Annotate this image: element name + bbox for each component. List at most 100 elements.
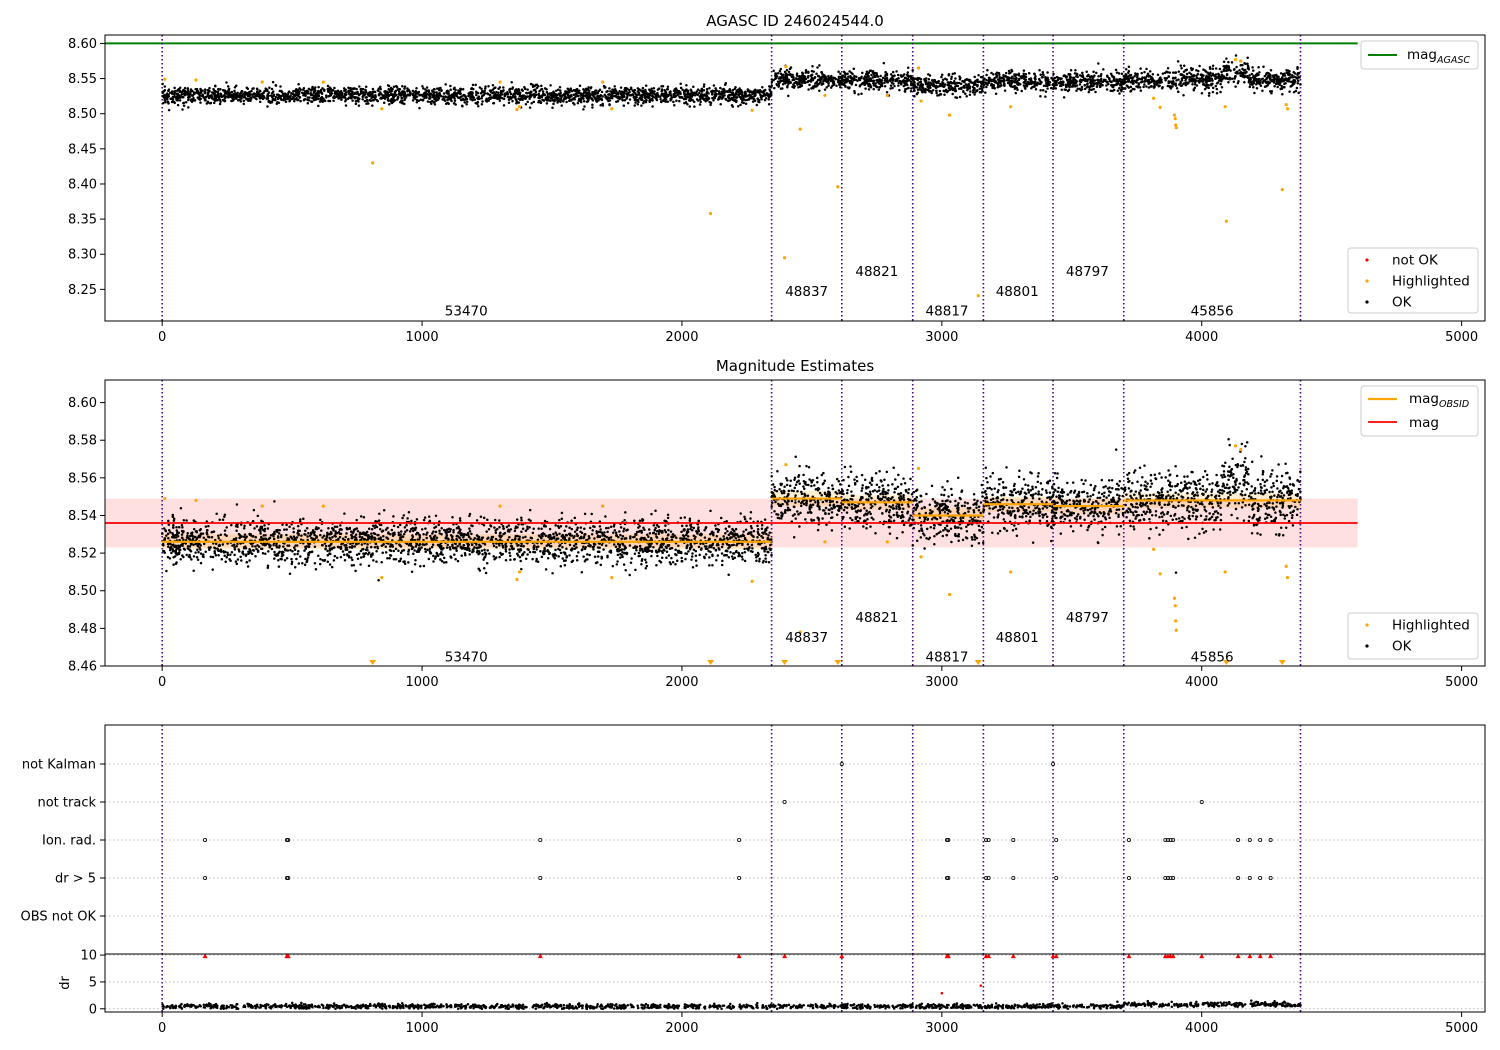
agasc-ok-point xyxy=(1297,91,1300,95)
agasc-ok-point xyxy=(773,86,776,90)
agasc-legend-marker xyxy=(1365,258,1369,262)
agasc-ok-point xyxy=(1145,67,1148,71)
agasc-ok-point xyxy=(183,86,187,90)
agasc-ok-point xyxy=(774,77,777,81)
agasc-ok-point xyxy=(816,66,819,69)
agasc-ok-point xyxy=(1171,77,1175,80)
agasc-ok-point xyxy=(760,95,763,98)
agasc-ok-point xyxy=(947,83,951,87)
agasc-ok-point xyxy=(264,87,267,90)
agasc-ok-point xyxy=(557,96,560,100)
agasc-ok-point xyxy=(450,99,453,103)
agasc-ok-point xyxy=(377,93,381,96)
agasc-ok-point xyxy=(1248,85,1252,89)
agasc-ok-point xyxy=(601,102,604,106)
agasc-highlighted-point xyxy=(1172,113,1177,117)
agasc-ok-point xyxy=(973,75,976,79)
agasc-ok-point xyxy=(726,89,729,93)
agasc-ok-point xyxy=(220,95,224,99)
magest-ok-point xyxy=(211,568,214,571)
agasc-ok-point xyxy=(442,92,446,95)
agasc-ok-point xyxy=(1024,75,1028,79)
agasc-ok-point xyxy=(1178,83,1181,86)
agasc-ok-point xyxy=(267,94,270,98)
agasc-ok-point xyxy=(721,94,724,97)
agasc-ok-point xyxy=(910,87,913,90)
agasc-ok-point xyxy=(977,73,980,77)
agasc-ok-point xyxy=(1227,60,1230,64)
agasc-ok-point xyxy=(776,72,780,75)
magest-ok-point xyxy=(424,527,427,530)
agasc-ok-point xyxy=(739,103,742,107)
agasc-ok-point xyxy=(163,85,167,88)
agasc-ok-point xyxy=(899,74,903,77)
agasc-ok-point xyxy=(354,102,358,106)
agasc-ok-point xyxy=(613,85,616,88)
magest-ok-point xyxy=(694,559,698,562)
agasc-ok-point xyxy=(748,93,751,97)
agasc-ok-point xyxy=(992,73,995,76)
agasc-ok-point xyxy=(1085,70,1088,74)
agasc-ok-point xyxy=(435,99,438,102)
agasc-ok-point xyxy=(636,99,639,102)
agasc-ok-point xyxy=(1038,69,1041,72)
agasc-ok-point xyxy=(793,81,796,85)
agasc-ok-point xyxy=(1163,71,1167,75)
agasc-ok-point xyxy=(256,88,259,91)
agasc-ok-point xyxy=(197,97,201,101)
agasc-ok-point xyxy=(402,95,406,98)
agasc-ok-point xyxy=(333,86,336,90)
agasc-ok-point xyxy=(608,87,611,90)
agasc-ok-point xyxy=(325,96,328,99)
agasc-ok-point xyxy=(611,88,614,91)
agasc-ok-point xyxy=(1072,80,1075,84)
agasc-ok-point xyxy=(964,83,968,86)
agasc-ok-point xyxy=(350,90,354,94)
agasc-ok-point xyxy=(625,97,628,100)
agasc-ok-point xyxy=(424,91,428,95)
agasc-ok-point xyxy=(938,89,942,93)
agasc-highlighted-point xyxy=(836,185,840,189)
agasc-ok-point xyxy=(319,97,323,100)
agasc-ok-point xyxy=(403,85,407,88)
agasc-ok-point xyxy=(473,98,477,101)
agasc-ok-point xyxy=(1215,91,1219,95)
agasc-obsid-label: 48801 xyxy=(996,284,1039,300)
agasc-ok-point xyxy=(189,90,192,93)
agasc-ok-point xyxy=(676,93,679,97)
agasc-ok-point xyxy=(184,101,188,104)
magest-ok-point xyxy=(335,556,339,560)
agasc-legend-marker xyxy=(1365,279,1369,283)
agasc-ok-point xyxy=(785,68,789,72)
agasc-ok-point xyxy=(599,94,603,97)
agasc-ok-point xyxy=(588,95,591,99)
agasc-ok-point xyxy=(312,91,316,95)
agasc-ok-point xyxy=(1096,78,1100,82)
agasc-ok-point xyxy=(696,88,700,91)
agasc-ok-point xyxy=(1248,74,1251,77)
agasc-ok-point xyxy=(535,86,539,89)
agasc-ok-point xyxy=(326,89,330,93)
agasc-ok-point xyxy=(1027,71,1031,75)
agasc-ok-point xyxy=(603,86,606,89)
agasc-ok-point xyxy=(941,81,945,85)
agasc-ok-point xyxy=(1243,81,1246,84)
agasc-ok-point xyxy=(1122,74,1126,78)
magest-ok-point xyxy=(181,526,184,529)
agasc-ok-point xyxy=(767,94,771,98)
agasc-ok-point xyxy=(719,86,722,90)
agasc-ok-point xyxy=(470,87,473,91)
agasc-ok-point xyxy=(934,80,937,84)
agasc-ok-point xyxy=(208,102,212,105)
agasc-highlighted-point xyxy=(1223,105,1227,109)
agasc-ok-point xyxy=(936,80,939,84)
agasc-ok-point xyxy=(1090,88,1093,91)
agasc-ok-point xyxy=(1161,72,1165,75)
agasc-ok-point xyxy=(517,91,520,94)
agasc-ok-point xyxy=(472,96,475,99)
agasc-ok-point xyxy=(732,95,736,99)
agasc-ok-point xyxy=(1245,70,1248,74)
agasc-ok-point xyxy=(382,101,386,104)
agasc-ok-point xyxy=(702,88,706,92)
magest-ok-point xyxy=(235,529,238,533)
